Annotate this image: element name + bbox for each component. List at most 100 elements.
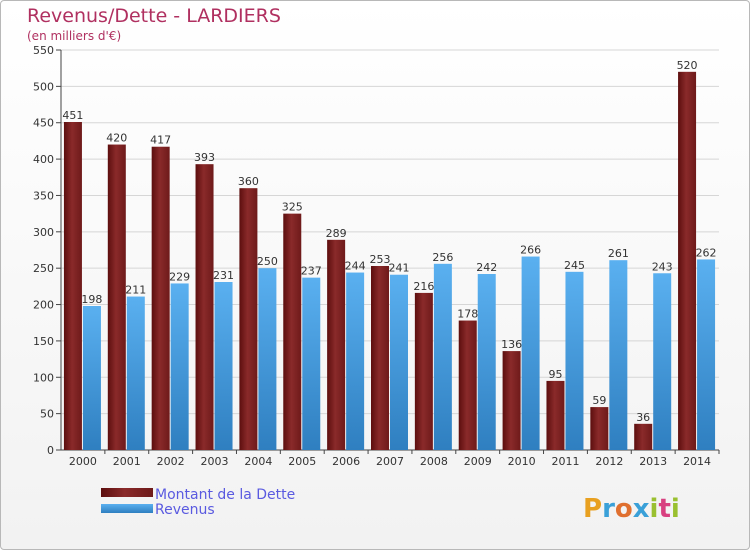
bar-dette <box>590 407 609 450</box>
legend-swatch-debt <box>101 488 153 497</box>
x-tick-label: 2003 <box>201 455 229 468</box>
data-label-revenus: 237 <box>301 265 322 278</box>
y-tick-label: 50 <box>40 408 54 421</box>
data-label-dette: 136 <box>501 338 522 351</box>
y-tick-label: 250 <box>33 262 54 275</box>
bar-revenus <box>565 271 584 450</box>
data-label-revenus: 211 <box>125 284 146 297</box>
data-label-revenus: 198 <box>81 293 102 306</box>
y-tick-label: 500 <box>33 80 54 93</box>
data-label-revenus: 242 <box>476 261 497 274</box>
data-label-dette: 520 <box>677 59 698 72</box>
bar-revenus <box>521 256 540 450</box>
data-label-revenus: 245 <box>564 259 585 272</box>
logo-letter: o <box>615 494 633 524</box>
y-tick-label: 300 <box>33 226 54 239</box>
data-label-dette: 95 <box>548 368 562 381</box>
bar-revenus <box>170 283 189 450</box>
legend-swatch-revenus <box>101 504 153 513</box>
proxiti-logo-text: Proxiti <box>583 494 680 524</box>
data-label-dette: 325 <box>282 201 303 214</box>
x-tick-label: 2009 <box>464 455 492 468</box>
bar-revenus <box>82 306 101 450</box>
data-label-revenus: 262 <box>696 246 717 259</box>
data-label-dette: 36 <box>636 411 650 424</box>
bar-dette <box>283 213 302 450</box>
bar-revenus <box>653 273 672 450</box>
bar-revenus <box>697 259 716 450</box>
y-tick-label: 350 <box>33 189 54 202</box>
x-tick-label: 2000 <box>69 455 97 468</box>
data-label-dette: 178 <box>457 308 478 321</box>
bar-dette <box>502 351 521 450</box>
logo-letter: x <box>633 494 650 524</box>
x-tick-label: 2005 <box>288 455 316 468</box>
bar-revenus <box>433 263 452 450</box>
bar-revenus <box>346 272 365 450</box>
logo-letter: i <box>650 494 659 524</box>
bar-dette <box>107 144 126 450</box>
bar-dette <box>546 380 565 450</box>
x-tick-label: 2004 <box>244 455 272 468</box>
x-tick-label: 2002 <box>157 455 185 468</box>
data-label-revenus: 243 <box>652 260 673 273</box>
proxiti-logo: Proxiti <box>583 494 680 524</box>
legend: Montant de la Dette Revenus <box>101 487 295 518</box>
chart-title: Revenus/Dette - LARDIERS <box>27 5 281 27</box>
data-label-revenus: 250 <box>257 255 278 268</box>
bar-dette <box>239 188 258 450</box>
y-tick-label: 0 <box>47 444 54 457</box>
bars-layer <box>63 71 716 451</box>
labels-layer: 451 198 420 211 417 229 393 231 360 250 325 237 289 2… <box>62 59 716 424</box>
data-label-dette: 360 <box>238 175 259 188</box>
bar-revenus <box>477 274 496 450</box>
x-tick-label: 2014 <box>683 455 711 468</box>
bar-dette <box>327 239 346 450</box>
data-label-revenus: 231 <box>213 269 234 282</box>
legend-label-debt: Montant de la Dette <box>155 487 295 503</box>
data-label-revenus: 261 <box>608 247 629 260</box>
bar-dette <box>458 320 477 450</box>
axis-layer: 0 50 100 150 200 250 300 350 400 450 500 550 2000 200… <box>33 44 720 468</box>
data-label-dette: 451 <box>62 109 83 122</box>
data-label-dette: 393 <box>194 151 215 164</box>
x-tick-label: 2011 <box>551 455 579 468</box>
bar-revenus <box>126 296 145 450</box>
y-tick-label: 450 <box>33 117 54 130</box>
logo-letter: i <box>671 494 680 524</box>
y-tick-label: 200 <box>33 299 54 312</box>
bar-revenus <box>302 277 321 450</box>
bar-dette <box>151 146 170 450</box>
logo-letter: r <box>602 494 615 524</box>
legend-label-revenus: Revenus <box>155 502 215 518</box>
data-label-dette: 59 <box>592 394 606 407</box>
y-tick-label: 550 <box>33 44 54 57</box>
bar-dette <box>634 423 653 450</box>
data-label-dette: 216 <box>413 280 434 293</box>
data-label-revenus: 229 <box>169 270 190 283</box>
data-label-dette: 420 <box>106 132 127 145</box>
bar-revenus <box>214 282 233 450</box>
chart-subtitle: (en milliers d'€) <box>27 29 121 43</box>
x-tick-label: 2008 <box>420 455 448 468</box>
bar-revenus <box>258 268 277 450</box>
data-label-dette: 253 <box>370 253 391 266</box>
y-tick-label: 100 <box>33 371 54 384</box>
y-tick-label: 400 <box>33 153 54 166</box>
data-label-revenus: 266 <box>520 244 541 257</box>
bar-dette <box>371 266 389 450</box>
data-label-dette: 417 <box>150 134 171 147</box>
logo-letter: P <box>583 494 602 524</box>
y-tick-label: 150 <box>33 335 54 348</box>
bar-dette <box>678 71 697 451</box>
x-tick-label: 2007 <box>376 455 404 468</box>
data-label-revenus: 256 <box>432 251 453 264</box>
bar-dette <box>63 122 82 450</box>
x-tick-label: 2013 <box>639 455 667 468</box>
x-tick-label: 2012 <box>595 455 623 468</box>
x-tick-label: 2010 <box>508 455 536 468</box>
x-tick-label: 2001 <box>113 455 141 468</box>
bar-revenus <box>390 274 408 450</box>
bar-dette <box>195 164 214 450</box>
